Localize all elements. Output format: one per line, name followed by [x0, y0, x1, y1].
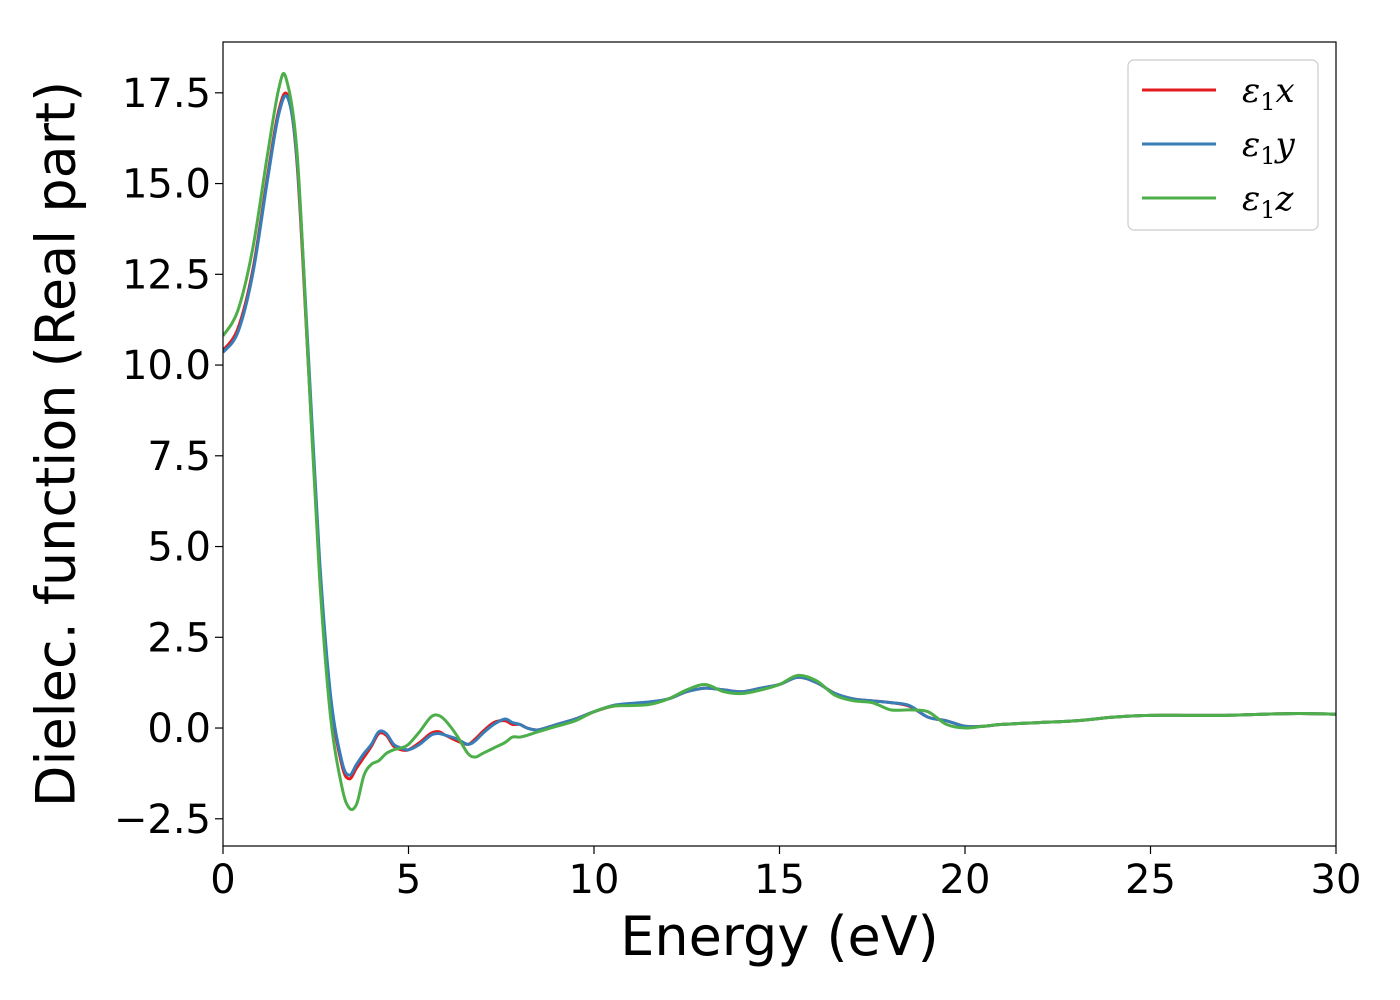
- y-tick-label: 5.0: [147, 525, 211, 571]
- plot-frame: [222, 41, 1337, 847]
- x-tick-label: 25: [1125, 857, 1176, 903]
- series-line-y: [223, 94, 1336, 777]
- y-axis-ticks: −2.5 0.0 2.5 5.0 7.5 10.0 12.5 15.0 17.5: [114, 71, 223, 843]
- legend-item-y: ε1y: [1142, 125, 1296, 170]
- y-tick-label: 0.0: [147, 706, 211, 752]
- y-tick-label: 12.5: [122, 252, 211, 298]
- x-tick-label: 10: [569, 857, 620, 903]
- legend: ε1x ε1y ε1z: [1127, 59, 1319, 231]
- y-tick-label: −2.5: [114, 797, 211, 843]
- y-tick-label: 2.5: [147, 615, 211, 661]
- legend-box: [1127, 59, 1319, 231]
- legend-label: ε1y: [1242, 125, 1296, 170]
- y-tick-label: 15.0: [122, 162, 211, 208]
- legend-item-x: ε1x: [1142, 71, 1295, 116]
- series-layer: [223, 72, 1336, 811]
- series-line-z: [223, 72, 1336, 811]
- y-tick-label: 10.0: [122, 343, 211, 389]
- y-tick-label: 7.5: [147, 434, 211, 480]
- x-axis-ticks: 0 5 10 15 20 25 30: [210, 846, 1361, 903]
- legend-items: ε1x ε1y ε1z: [1142, 71, 1296, 224]
- x-tick-label: 30: [1311, 857, 1362, 903]
- y-tick-label: 17.5: [122, 71, 211, 117]
- x-axis-title: Energy (eV): [620, 905, 939, 968]
- legend-item-z: ε1z: [1142, 179, 1295, 224]
- x-tick-label: 15: [754, 857, 805, 903]
- x-tick-label: 5: [396, 857, 421, 903]
- legend-label: ε1x: [1242, 71, 1295, 116]
- legend-label: ε1z: [1242, 179, 1295, 224]
- x-tick-label: 20: [940, 857, 991, 903]
- x-tick-label: 0: [210, 857, 235, 903]
- y-axis-title: Dielec. function (Real part): [25, 81, 88, 807]
